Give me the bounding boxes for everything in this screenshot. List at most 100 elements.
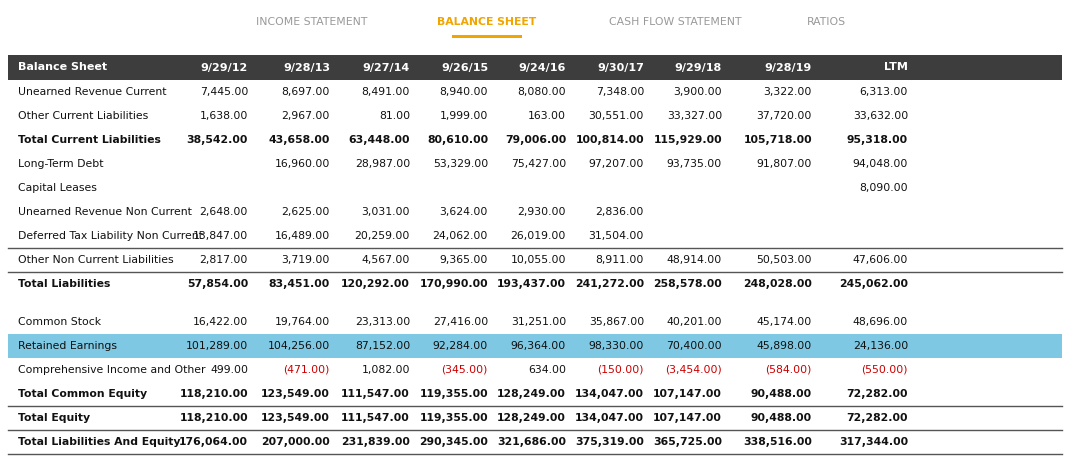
Text: 92,284.00: 92,284.00 <box>432 341 488 351</box>
Text: 91,807.00: 91,807.00 <box>757 159 812 169</box>
Text: 28,987.00: 28,987.00 <box>355 159 411 169</box>
Text: (584.00): (584.00) <box>766 365 812 375</box>
Text: 9/28/19: 9/28/19 <box>765 63 812 73</box>
Text: 9/29/12: 9/29/12 <box>201 63 248 73</box>
Text: 3,624.00: 3,624.00 <box>440 207 488 217</box>
Text: 3,900.00: 3,900.00 <box>673 87 722 97</box>
Text: 7,445.00: 7,445.00 <box>200 87 248 97</box>
Text: 45,898.00: 45,898.00 <box>757 341 812 351</box>
Text: 9/27/14: 9/27/14 <box>363 63 411 73</box>
Text: 8,090.00: 8,090.00 <box>859 183 908 193</box>
Text: (3,454.00): (3,454.00) <box>666 365 722 375</box>
Text: 48,696.00: 48,696.00 <box>853 317 908 327</box>
Text: Comprehensive Income and Other: Comprehensive Income and Other <box>18 365 205 375</box>
Text: 245,062.00: 245,062.00 <box>839 279 908 289</box>
Text: 321,686.00: 321,686.00 <box>497 437 566 447</box>
Text: 94,048.00: 94,048.00 <box>853 159 908 169</box>
Text: 100,814.00: 100,814.00 <box>576 135 644 145</box>
Text: Retained Earnings: Retained Earnings <box>18 341 117 351</box>
Text: (471.00): (471.00) <box>283 365 330 375</box>
Text: 107,147.00: 107,147.00 <box>653 389 722 399</box>
Text: 27,416.00: 27,416.00 <box>432 317 488 327</box>
Text: 95,318.00: 95,318.00 <box>847 135 908 145</box>
Text: Other Current Liabilities: Other Current Liabilities <box>18 111 149 121</box>
Text: 93,735.00: 93,735.00 <box>667 159 722 169</box>
Text: 2,625.00: 2,625.00 <box>281 207 330 217</box>
Text: 9,365.00: 9,365.00 <box>440 255 488 265</box>
Text: 23,313.00: 23,313.00 <box>355 317 411 327</box>
Text: 97,207.00: 97,207.00 <box>589 159 644 169</box>
Text: 193,437.00: 193,437.00 <box>497 279 566 289</box>
Text: 47,606.00: 47,606.00 <box>853 255 908 265</box>
Text: 317,344.00: 317,344.00 <box>838 437 908 447</box>
Text: 375,319.00: 375,319.00 <box>576 437 644 447</box>
Text: 9/24/16: 9/24/16 <box>519 63 566 73</box>
Text: 19,764.00: 19,764.00 <box>275 317 330 327</box>
Text: 8,491.00: 8,491.00 <box>362 87 411 97</box>
Text: 119,355.00: 119,355.00 <box>419 389 488 399</box>
Text: 96,364.00: 96,364.00 <box>510 341 566 351</box>
Text: 70,400.00: 70,400.00 <box>667 341 722 351</box>
Text: 1,082.00: 1,082.00 <box>362 365 411 375</box>
Text: 111,547.00: 111,547.00 <box>341 389 411 399</box>
Text: 87,152.00: 87,152.00 <box>355 341 411 351</box>
Bar <box>8 334 1062 358</box>
Text: 16,489.00: 16,489.00 <box>275 231 330 241</box>
Text: 176,064.00: 176,064.00 <box>179 437 248 447</box>
Text: 123,549.00: 123,549.00 <box>261 413 330 423</box>
Text: 37,720.00: 37,720.00 <box>757 111 812 121</box>
Text: 72,282.00: 72,282.00 <box>846 413 908 423</box>
Text: 63,448.00: 63,448.00 <box>349 135 411 145</box>
Text: 128,249.00: 128,249.00 <box>497 413 566 423</box>
Text: Balance Sheet: Balance Sheet <box>18 63 108 73</box>
Text: (550.00): (550.00) <box>861 365 908 375</box>
Text: 26,019.00: 26,019.00 <box>510 231 566 241</box>
Text: 45,174.00: 45,174.00 <box>757 317 812 327</box>
Text: Common Stock: Common Stock <box>18 317 101 327</box>
Text: 8,080.00: 8,080.00 <box>517 87 566 97</box>
Text: 2,967.00: 2,967.00 <box>281 111 330 121</box>
Text: 72,282.00: 72,282.00 <box>846 389 908 399</box>
Text: 248,028.00: 248,028.00 <box>743 279 812 289</box>
Text: 105,718.00: 105,718.00 <box>744 135 812 145</box>
Text: Total Current Liabilities: Total Current Liabilities <box>18 135 161 145</box>
Text: 75,427.00: 75,427.00 <box>510 159 566 169</box>
Text: 258,578.00: 258,578.00 <box>654 279 722 289</box>
Text: 8,911.00: 8,911.00 <box>595 255 644 265</box>
Text: 499.00: 499.00 <box>210 365 248 375</box>
Text: 16,422.00: 16,422.00 <box>192 317 248 327</box>
Text: 134,047.00: 134,047.00 <box>574 389 644 399</box>
Text: 81.00: 81.00 <box>379 111 411 121</box>
Text: 115,929.00: 115,929.00 <box>654 135 722 145</box>
Text: 16,960.00: 16,960.00 <box>275 159 330 169</box>
Text: 98,330.00: 98,330.00 <box>589 341 644 351</box>
Text: 9/30/17: 9/30/17 <box>597 63 644 73</box>
Text: RATIOS: RATIOS <box>807 17 846 27</box>
Text: LTM: LTM <box>884 63 908 73</box>
Text: 40,201.00: 40,201.00 <box>667 317 722 327</box>
Text: 123,549.00: 123,549.00 <box>261 389 330 399</box>
Text: 120,292.00: 120,292.00 <box>341 279 411 289</box>
Text: 365,725.00: 365,725.00 <box>653 437 722 447</box>
Text: 1,638.00: 1,638.00 <box>200 111 248 121</box>
Text: 31,504.00: 31,504.00 <box>589 231 644 241</box>
Text: 20,259.00: 20,259.00 <box>355 231 411 241</box>
Text: 118,210.00: 118,210.00 <box>179 389 248 399</box>
Bar <box>8 55 1062 80</box>
Text: 634.00: 634.00 <box>528 365 566 375</box>
Text: 290,345.00: 290,345.00 <box>419 437 488 447</box>
Text: 13,847.00: 13,847.00 <box>192 231 248 241</box>
Text: Capital Leases: Capital Leases <box>18 183 97 193</box>
Text: BALANCE SHEET: BALANCE SHEET <box>438 17 536 27</box>
Text: 35,867.00: 35,867.00 <box>589 317 644 327</box>
Text: Total Equity: Total Equity <box>18 413 90 423</box>
Text: 163.00: 163.00 <box>528 111 566 121</box>
Text: 119,355.00: 119,355.00 <box>419 413 488 423</box>
Bar <box>452 35 522 38</box>
Text: 33,632.00: 33,632.00 <box>853 111 908 121</box>
Text: 128,249.00: 128,249.00 <box>497 389 566 399</box>
Text: 6,313.00: 6,313.00 <box>860 87 908 97</box>
Text: 107,147.00: 107,147.00 <box>653 413 722 423</box>
Text: Other Non Current Liabilities: Other Non Current Liabilities <box>18 255 174 265</box>
Text: Deferred Tax Liability Non Current: Deferred Tax Liability Non Current <box>18 231 203 241</box>
